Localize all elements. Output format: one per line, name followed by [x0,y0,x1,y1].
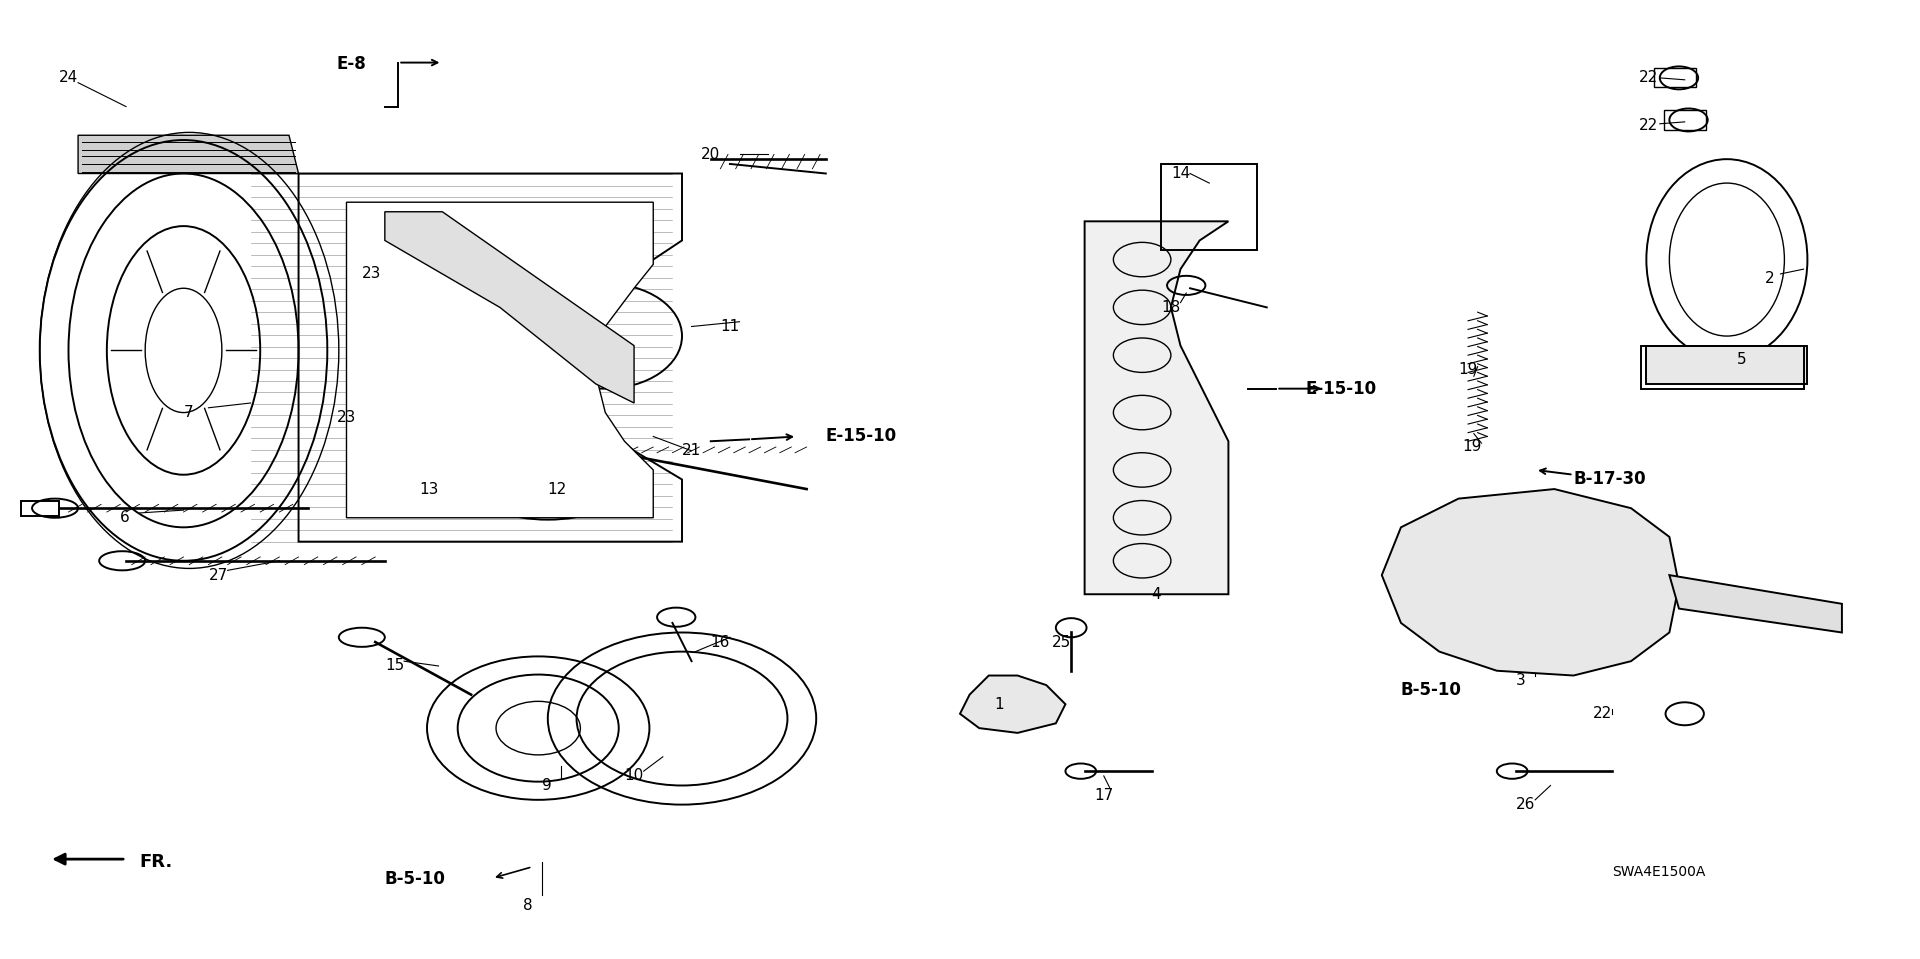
Text: E-15-10: E-15-10 [1306,380,1377,398]
Text: 12: 12 [547,481,566,497]
Text: 6: 6 [121,510,131,526]
Text: 26: 26 [1517,797,1536,812]
Text: 16: 16 [710,635,730,649]
Polygon shape [1382,489,1678,675]
Polygon shape [346,202,653,518]
Text: 14: 14 [1171,166,1190,181]
Text: 2: 2 [1764,271,1774,286]
Bar [1640,345,1803,388]
Bar [1653,68,1695,87]
Text: 7: 7 [184,405,194,420]
Text: 3: 3 [1517,673,1526,688]
Text: 8: 8 [522,898,532,913]
Text: 25: 25 [1052,635,1071,649]
Text: 18: 18 [1162,300,1181,315]
Text: 19: 19 [1463,438,1482,454]
FancyArrowPatch shape [56,854,123,864]
Text: 11: 11 [720,319,739,334]
Text: 1: 1 [995,696,1004,712]
Text: 23: 23 [361,267,382,281]
Text: 21: 21 [682,443,701,458]
Bar [1663,110,1705,129]
Text: 22: 22 [1638,118,1659,133]
Text: 13: 13 [419,481,438,497]
Text: 17: 17 [1094,787,1114,803]
Polygon shape [1668,575,1841,633]
Text: E-8: E-8 [336,55,367,73]
Bar [21,501,60,516]
Polygon shape [79,135,298,174]
Text: FR.: FR. [140,853,173,871]
Text: B-17-30: B-17-30 [1574,471,1645,488]
Text: E-15-10: E-15-10 [826,428,897,446]
Text: 10: 10 [624,768,643,784]
Text: 19: 19 [1459,363,1478,377]
Text: 4: 4 [1152,587,1162,601]
Text: 27: 27 [209,568,228,583]
Text: 22: 22 [1594,706,1613,721]
Polygon shape [384,212,634,403]
Text: 9: 9 [541,778,551,793]
Text: 23: 23 [336,409,357,425]
Text: 5: 5 [1736,353,1745,367]
Text: B-5-10: B-5-10 [1402,681,1461,699]
Text: 20: 20 [701,147,720,162]
Text: B-5-10: B-5-10 [384,870,445,888]
Polygon shape [1645,345,1807,384]
Polygon shape [1085,222,1229,595]
Text: SWA4E1500A: SWA4E1500A [1613,865,1705,878]
Text: 24: 24 [60,70,79,85]
Polygon shape [960,675,1066,733]
Text: 22: 22 [1638,70,1659,85]
Text: 15: 15 [384,659,403,673]
